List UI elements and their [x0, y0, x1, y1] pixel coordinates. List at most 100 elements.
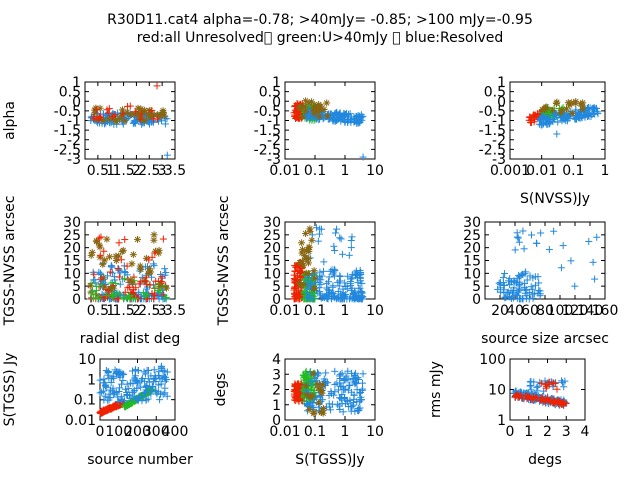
data-point: [543, 103, 550, 110]
data-point: [515, 235, 522, 242]
data-point: [154, 82, 161, 89]
x-axis-label: source size arcsec: [481, 331, 609, 347]
y-tick-label: 10: [78, 352, 96, 368]
data-point: [571, 283, 578, 290]
x-tick-label: 0.1: [562, 163, 584, 179]
y-tick-label: 10: [488, 383, 506, 399]
data-point: [88, 252, 95, 259]
y-tick-label: -3: [267, 152, 281, 168]
y-tick-label: -3: [492, 152, 506, 168]
x-axis-label: degs: [528, 452, 562, 468]
data-point: [521, 245, 528, 252]
data-point: [519, 227, 526, 234]
data-point: [553, 100, 560, 107]
x-tick-label: 3.5: [164, 163, 186, 179]
data-point: [134, 236, 141, 243]
data-point: [360, 370, 367, 377]
data-point: [339, 251, 346, 258]
data-point: [137, 266, 144, 273]
x-tick-label: 0: [96, 424, 105, 440]
data-point: [96, 242, 103, 249]
points: [291, 368, 367, 417]
y-tick-label: 0: [272, 413, 281, 429]
data-point: [331, 388, 338, 395]
data-point: [108, 263, 115, 270]
data-point: [151, 262, 158, 269]
data-point: [90, 269, 97, 276]
data-point: [89, 287, 96, 294]
data-point: [121, 236, 128, 243]
x-tick-label: 0.1: [304, 424, 326, 440]
data-point: [550, 228, 557, 235]
data-point: [164, 152, 171, 159]
data-point: [119, 106, 126, 113]
points: [87, 231, 170, 302]
data-point: [150, 237, 157, 244]
data-point: [566, 102, 573, 109]
data-point: [161, 265, 168, 272]
data-point: [313, 224, 320, 231]
x-tick-label: 0.01: [526, 163, 557, 179]
y-axis-label: alpha: [2, 101, 18, 140]
x-tick-label: 160: [592, 303, 619, 319]
data-point: [572, 98, 579, 105]
data-point: [585, 238, 592, 245]
data-point: [308, 237, 315, 244]
data-point: [591, 276, 598, 283]
data-point: [325, 278, 332, 285]
data-point: [590, 259, 597, 266]
data-point: [298, 239, 305, 246]
data-point: [97, 105, 104, 112]
data-point: [119, 248, 126, 255]
data-point: [106, 253, 113, 260]
data-point: [321, 106, 328, 113]
points: [291, 224, 367, 302]
y-axis-label: degs: [213, 373, 229, 407]
y-tick-label: 3: [272, 367, 281, 383]
points: [494, 227, 600, 302]
data-point: [512, 246, 519, 253]
data-point: [533, 240, 540, 247]
y-tick-label: 1: [497, 413, 506, 429]
y-tick-label: 0.1: [74, 393, 96, 409]
data-point: [315, 238, 322, 245]
data-point: [338, 235, 345, 242]
data-point: [346, 382, 353, 389]
data-point: [116, 239, 123, 246]
data-point: [348, 244, 355, 251]
data-point: [336, 282, 343, 289]
data-point: [320, 258, 327, 265]
data-point: [594, 110, 601, 117]
data-point: [323, 280, 330, 287]
x-tick-label: 1: [601, 163, 610, 179]
data-point: [101, 283, 108, 290]
data-point: [130, 251, 137, 258]
data-point: [322, 369, 329, 376]
y-tick-label: 1: [87, 372, 96, 388]
x-tick-label: 2: [543, 424, 552, 440]
x-tick-label: 1: [341, 303, 350, 319]
data-point: [160, 236, 167, 243]
data-point: [329, 282, 336, 289]
x-tick-label: 1: [341, 163, 350, 179]
data-point: [323, 99, 330, 106]
data-point: [320, 268, 327, 275]
y-tick-label: 0: [272, 292, 281, 308]
data-point: [336, 234, 343, 241]
x-tick-label: 1: [341, 424, 350, 440]
data-point: [330, 243, 337, 250]
data-point: [530, 295, 537, 302]
y-tick-label: 100: [479, 352, 506, 368]
data-point: [349, 233, 356, 240]
data-point: [122, 386, 129, 393]
y-tick-label: 2: [272, 383, 281, 399]
x-tick-label: 10: [366, 163, 384, 179]
data-point: [315, 399, 322, 406]
x-tick-label: 0.1: [304, 163, 326, 179]
